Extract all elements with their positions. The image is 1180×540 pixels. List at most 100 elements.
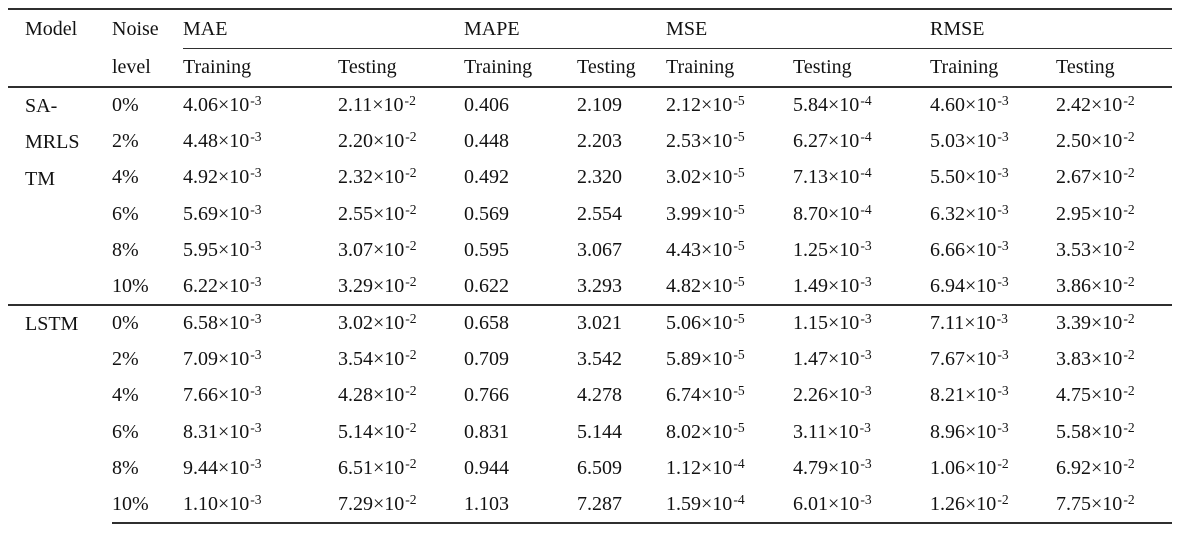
value-exponent: -2 (997, 491, 1009, 507)
page: Model Noise level MAE MAPE MSE RMSE Trai… (0, 8, 1180, 524)
value-exponent: -3 (250, 201, 262, 217)
metric-value-cell: 3.07×10-2 (338, 232, 464, 268)
noise-level-cell: 2% (112, 347, 139, 370)
metric-value-cell: 7.75×10-2 (1056, 486, 1173, 524)
metric-value-cell: 5.03×10-3 (930, 123, 1056, 159)
column-header-rmse-training: Training (930, 48, 1057, 89)
value-mantissa: 4.82×10 (666, 274, 733, 297)
metric-value-cell: 7.09×10-3 (183, 341, 338, 377)
value-exponent: -2 (405, 491, 417, 507)
metric-value-cell: 3.86×10-2 (1056, 269, 1172, 305)
metric-value-cell: 1.59×10-4 (666, 486, 794, 524)
metric-value-cell: 2.53×10-5 (666, 123, 793, 159)
metric-value-cell: 8.31×10-3 (183, 414, 338, 450)
value-exponent: -3 (860, 237, 872, 253)
metric-value-cell: 4.60×10-3 (930, 87, 1056, 123)
metric-value-cell: 1.49×10-3 (793, 269, 930, 305)
value-exponent: -2 (405, 383, 417, 399)
metric-value-cell: 7.287 (577, 486, 667, 524)
table-row: 2% 4.48×10-3 2.20×10-2 0.448 2.203 2.53×10-5 6… (8, 123, 1172, 159)
metric-value-cell: 4.43×10-5 (666, 232, 793, 268)
value-exponent: -3 (250, 383, 262, 399)
value-exponent: -3 (250, 273, 262, 289)
value-exponent: -5 (733, 237, 745, 253)
metric-value-cell: 0.406 (464, 94, 510, 117)
metric-value-cell: 4.278 (577, 384, 623, 407)
value-mantissa: 5.84×10 (793, 94, 860, 117)
model-name-cell: LSTM (8, 303, 112, 523)
value-mantissa: 3.29×10 (338, 274, 405, 297)
metric-value-cell: 2.554 (577, 202, 623, 225)
value-mantissa: 7.13×10 (793, 166, 860, 189)
value-mantissa: 5.95×10 (183, 238, 250, 261)
value-mantissa: 6.27×10 (793, 129, 860, 152)
value-exponent: -3 (996, 311, 1008, 327)
value-exponent: -3 (997, 273, 1009, 289)
value-mantissa: 5.69×10 (183, 202, 250, 225)
metric-value-cell: 6.22×10-3 (183, 269, 338, 305)
noise-level-cell: 6% (112, 202, 139, 225)
column-header-noise-level: Noise level (112, 9, 183, 88)
value-exponent: -4 (860, 165, 872, 181)
noise-level-cell: 4% (112, 166, 139, 189)
metric-value-cell: 2.26×10-3 (793, 378, 930, 414)
metric-value-cell: 8.21×10-3 (930, 378, 1056, 414)
metric-value-cell: 7.66×10-3 (183, 378, 338, 414)
value-exponent: -5 (733, 165, 745, 181)
column-header-mae-testing: Testing (338, 48, 465, 89)
value-exponent: -3 (997, 346, 1009, 362)
value-mantissa: 1.12×10 (666, 456, 733, 479)
value-mantissa: 1.26×10 (930, 492, 997, 515)
value-mantissa: 7.11×10 (930, 312, 996, 335)
value-exponent: -2 (405, 455, 417, 471)
value-exponent: -3 (860, 311, 872, 327)
value-exponent: -3 (997, 93, 1009, 109)
value-mantissa: 6.01×10 (793, 492, 860, 515)
metric-value-cell: 3.29×10-2 (338, 269, 464, 305)
value-mantissa: 4.60×10 (930, 94, 997, 117)
value-mantissa: 2.12×10 (666, 94, 733, 117)
value-mantissa: 7.67×10 (930, 347, 997, 370)
value-mantissa: 3.86×10 (1056, 274, 1123, 297)
value-mantissa: 6.66×10 (930, 238, 997, 261)
metric-value-cell: 8.70×10-4 (793, 196, 930, 232)
column-group-mae: MAE (183, 9, 465, 50)
metric-value-cell: 0.944 (464, 456, 510, 479)
metric-value-cell: 6.01×10-3 (793, 486, 931, 524)
noise-level-cell: 10% (112, 274, 149, 297)
value-exponent: -2 (1123, 346, 1135, 362)
value-mantissa: 3.07×10 (338, 238, 405, 261)
table-row: 4% 4.92×10-3 2.32×10-2 0.492 2.320 3.02×10-5 7… (8, 160, 1172, 196)
metric-value-cell: 5.95×10-3 (183, 232, 338, 268)
value-mantissa: 3.02×10 (666, 166, 733, 189)
metric-value-cell: 5.06×10-5 (666, 303, 794, 342)
value-exponent: -2 (1123, 93, 1135, 109)
value-exponent: -2 (1123, 128, 1135, 144)
metric-value-cell: 2.95×10-2 (1056, 196, 1172, 232)
value-mantissa: 3.83×10 (1056, 347, 1123, 370)
value-exponent: -3 (997, 201, 1009, 217)
value-mantissa: 5.06×10 (666, 312, 733, 335)
column-group-mape: MAPE (464, 9, 667, 50)
value-exponent: -4 (733, 455, 745, 471)
value-mantissa: 6.74×10 (666, 384, 733, 407)
value-exponent: -2 (1123, 455, 1135, 471)
noise-level-cell: 8% (112, 456, 139, 479)
value-exponent: -3 (250, 491, 262, 507)
metric-value-cell: 2.32×10-2 (338, 160, 464, 196)
metric-value-cell: 1.103 (464, 486, 578, 524)
column-group-mse: MSE (666, 9, 931, 50)
column-header-mae-training: Training (183, 48, 338, 89)
column-header-mse-testing: Testing (793, 48, 931, 89)
metric-value-cell: 1.06×10-2 (930, 450, 1056, 486)
value-mantissa: 1.47×10 (793, 347, 860, 370)
value-mantissa: 2.53×10 (666, 129, 733, 152)
value-exponent: -3 (250, 346, 262, 362)
value-exponent: -5 (733, 419, 745, 435)
value-exponent: -5 (733, 128, 745, 144)
value-exponent: -4 (860, 93, 872, 109)
metric-value-cell: 9.44×10-3 (183, 450, 338, 486)
value-mantissa: 2.42×10 (1056, 94, 1123, 117)
metric-value-cell: 4.06×10-3 (183, 87, 338, 123)
metric-value-cell: 0.492 (464, 166, 510, 189)
